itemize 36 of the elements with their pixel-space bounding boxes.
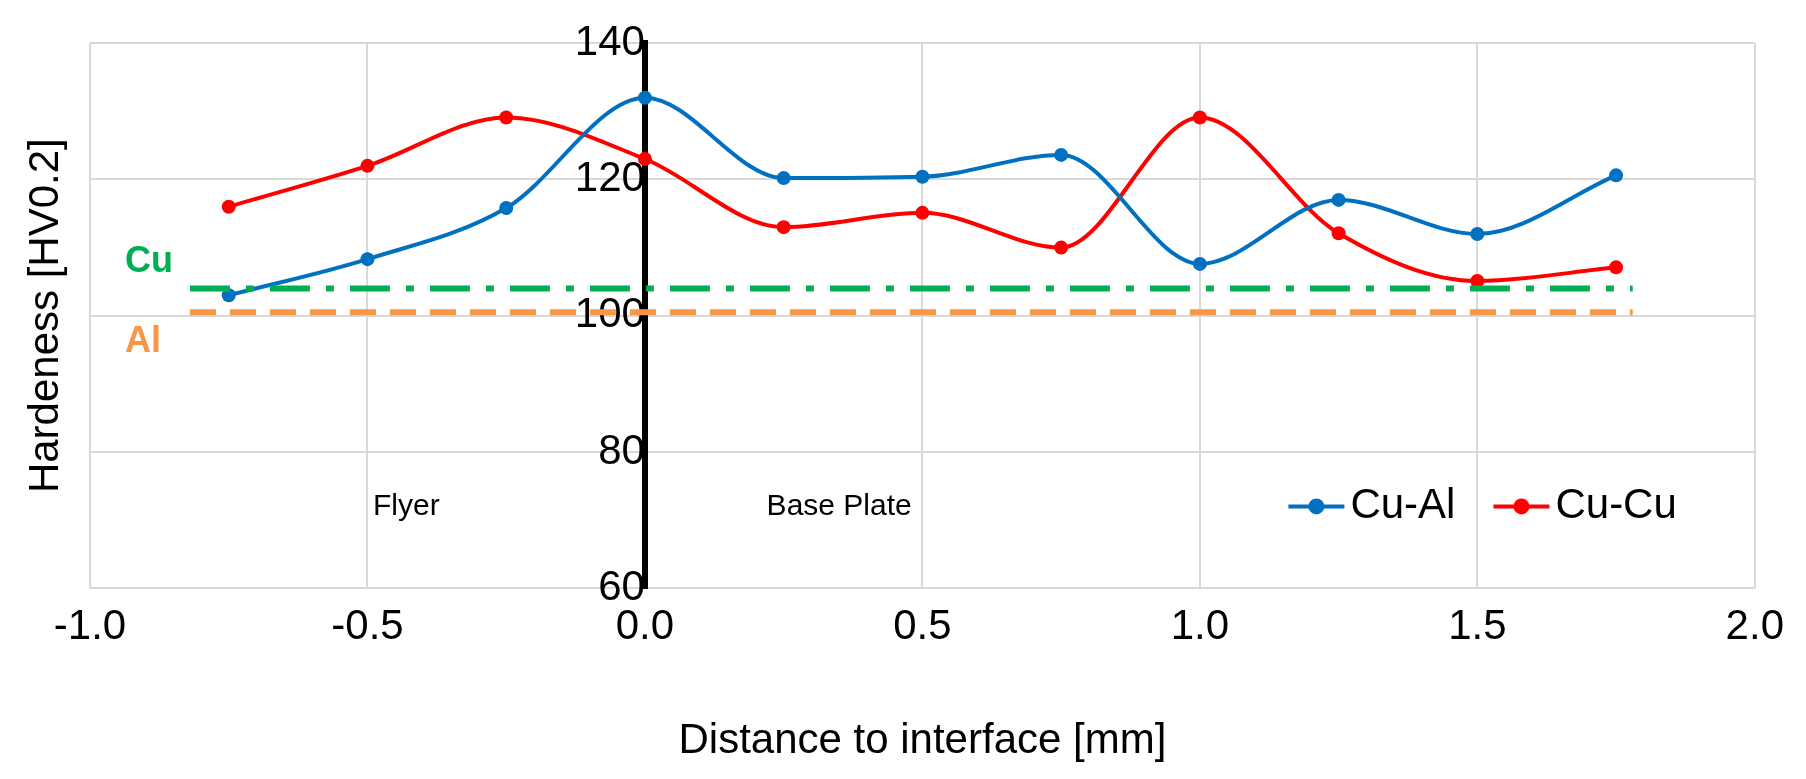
legend-label: Cu-Cu [1555, 480, 1677, 528]
annotation: Flyer [372, 487, 440, 521]
point [1470, 226, 1485, 241]
y-axis-title: Hardeness [HV0.2] [19, 138, 67, 494]
point [221, 199, 236, 214]
ref-line-label: Cu [125, 239, 173, 281]
point [1054, 147, 1069, 162]
point [776, 220, 791, 235]
x-tick-label: 1.0 [1170, 600, 1230, 648]
x-tick-label: -1.0 [53, 600, 127, 648]
ref-line-label: Al [125, 319, 161, 361]
point [637, 90, 652, 105]
legend-label: Cu-Al [1350, 480, 1456, 528]
point [1331, 192, 1346, 207]
x-axis-title: Distance to interface [mm] [678, 715, 1167, 763]
y-tick-label: 140 [574, 16, 645, 64]
point [1609, 168, 1624, 183]
point [1331, 226, 1346, 241]
point [499, 110, 514, 125]
point [915, 205, 930, 220]
x-tick-label: 0.5 [893, 600, 952, 648]
point [1054, 240, 1069, 255]
point [1192, 110, 1207, 125]
y-tick-label: 80 [598, 425, 645, 473]
point [1609, 260, 1624, 275]
point [915, 169, 930, 184]
x-tick-label: 1.5 [1448, 600, 1507, 648]
y-tick-label: 120 [574, 153, 645, 201]
point [776, 171, 791, 186]
x-tick-label: 2.0 [1725, 600, 1784, 648]
point [1192, 256, 1207, 271]
annotation: Base Plate [766, 487, 912, 521]
x-tick-label: -0.5 [331, 600, 404, 648]
point [360, 252, 375, 267]
point [499, 201, 514, 216]
point [360, 158, 375, 173]
